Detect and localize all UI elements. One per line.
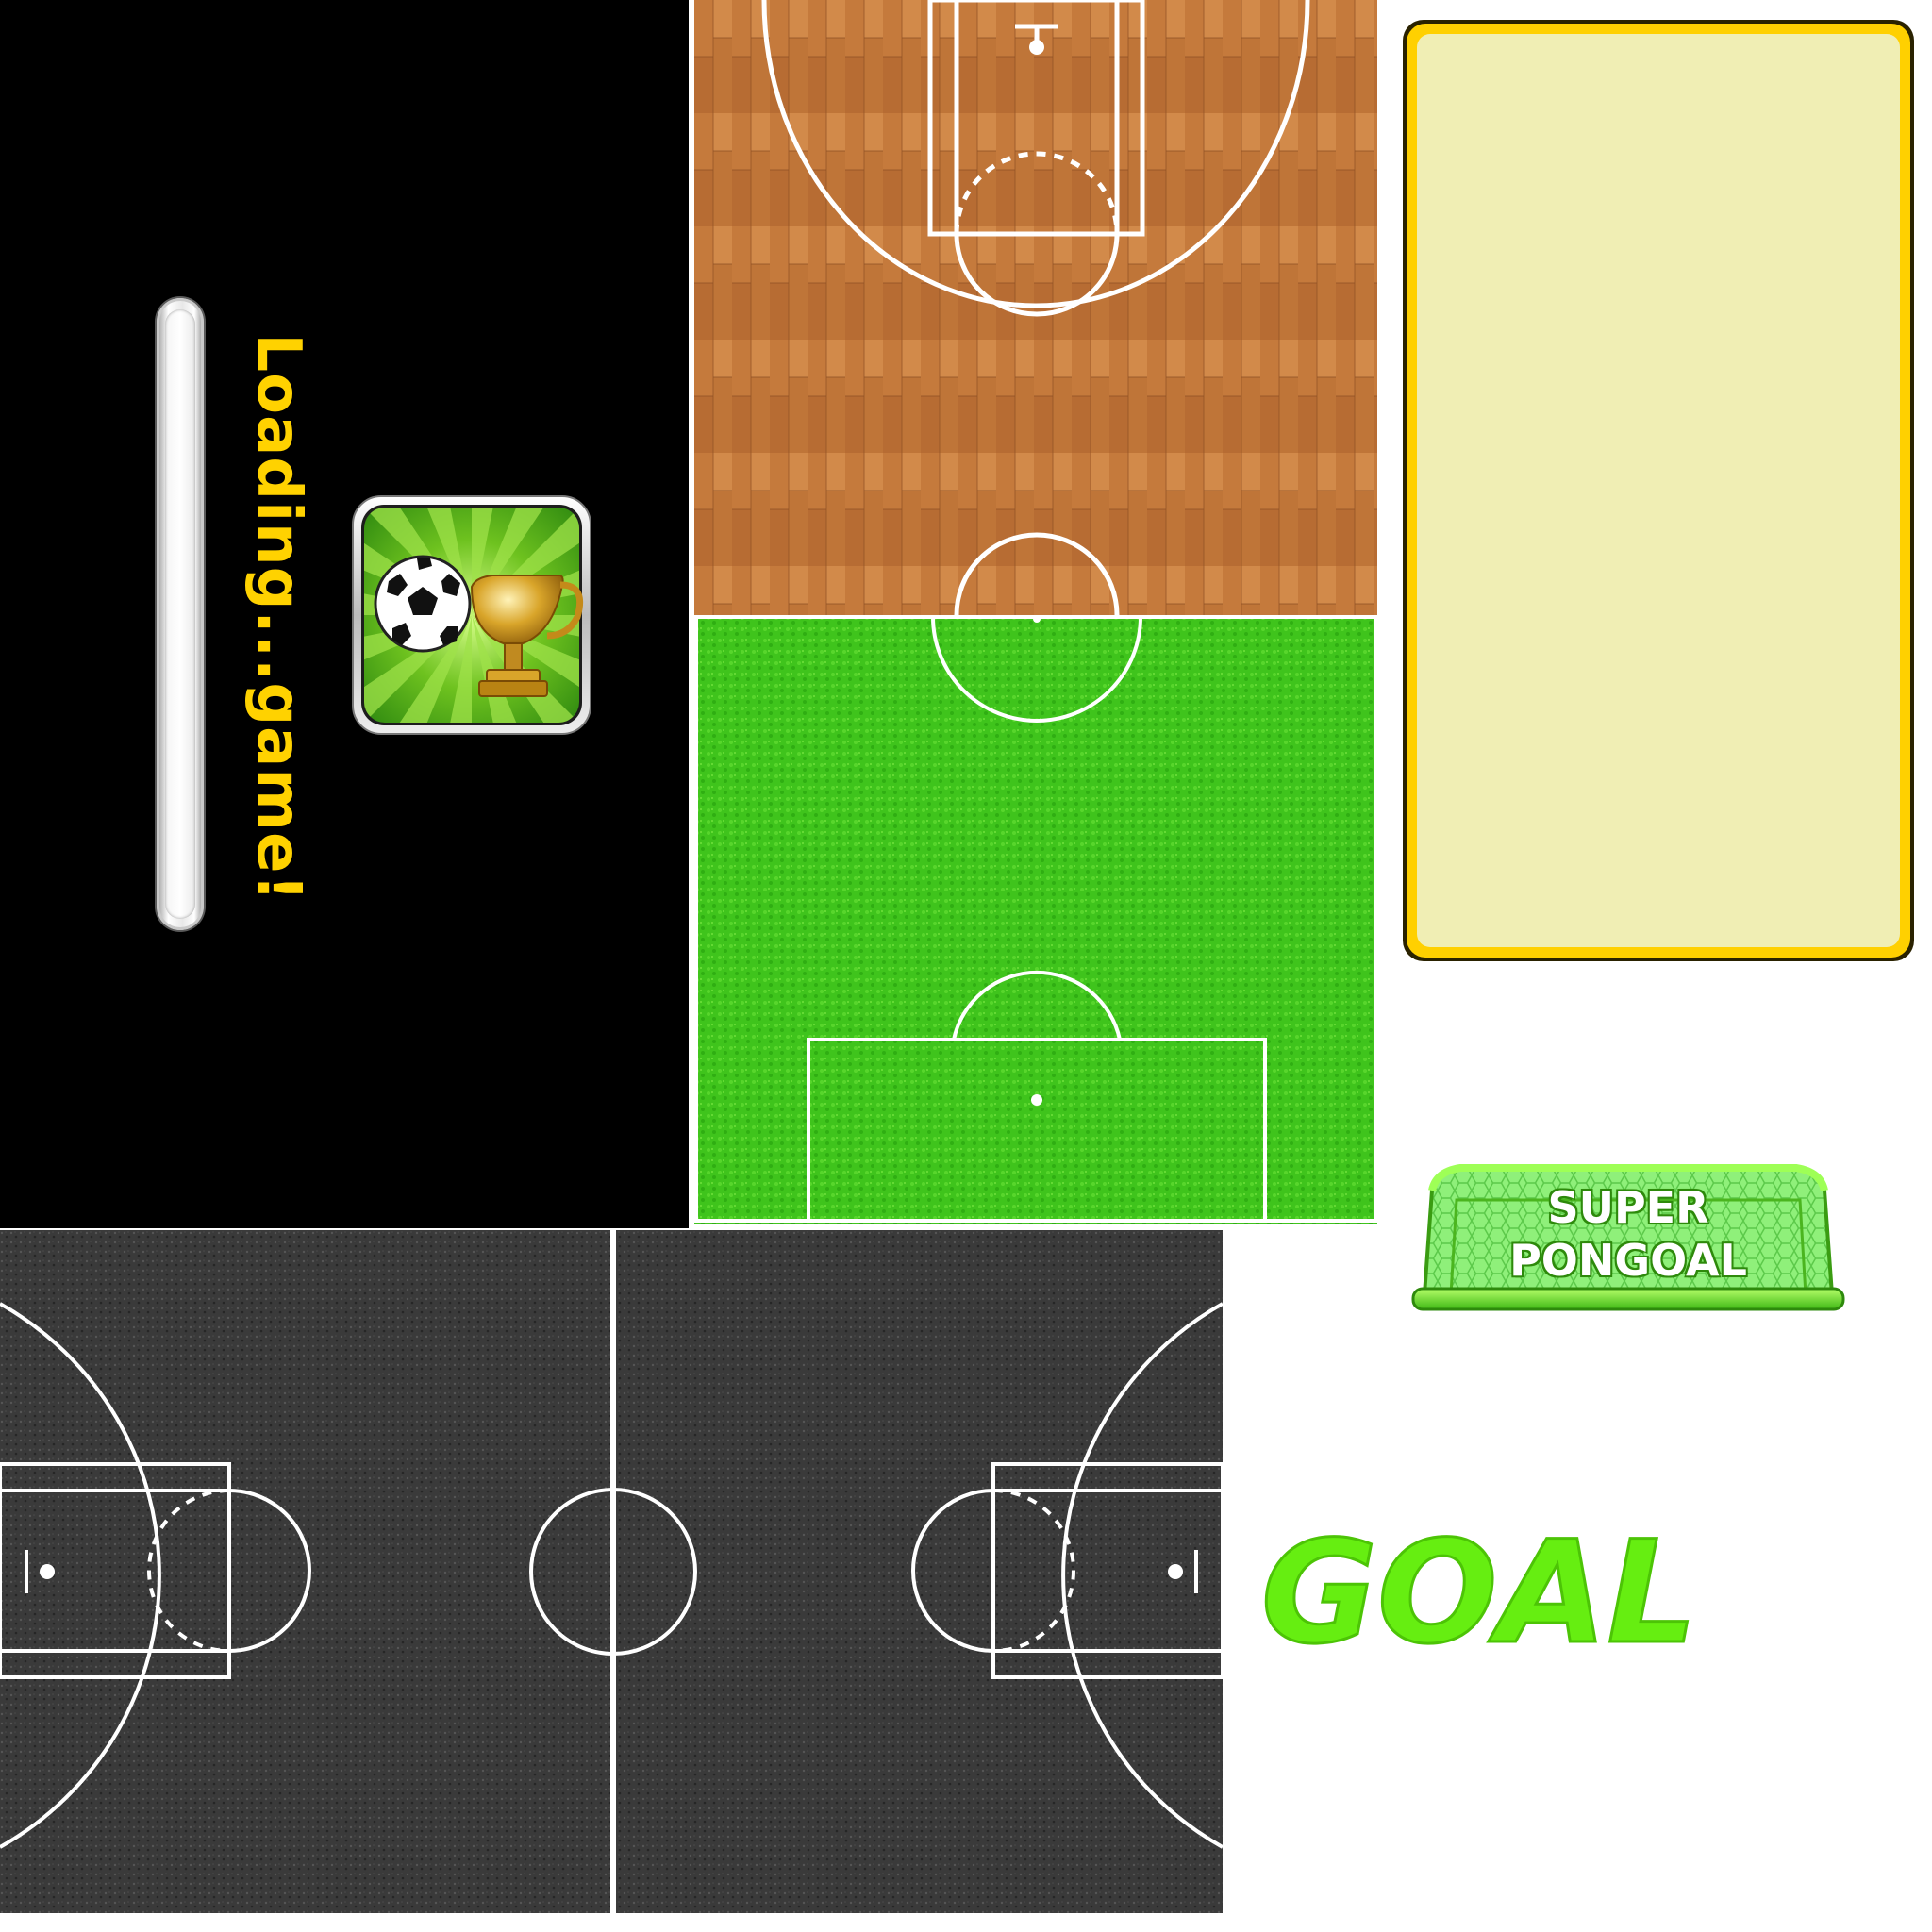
- loading-label: Loading...game!: [212, 333, 344, 902]
- app-icon[interactable]: [351, 494, 592, 736]
- goal-net-icon: [1411, 1164, 1845, 1311]
- icon-ray: [431, 615, 472, 723]
- logo-text: SUPER PONGOAL: [1404, 1181, 1853, 1287]
- icon-ray: [364, 615, 472, 723]
- logo-line-pongoal: PONGOAL: [1509, 1235, 1747, 1286]
- wood-court-texture: [694, 0, 1377, 615]
- icon-ray: [391, 508, 472, 615]
- goal-word-art: GOAL: [1262, 1510, 1696, 1671]
- content-card-panel: [1403, 20, 1914, 961]
- icon-ray: [472, 508, 512, 615]
- asphalt-court-texture: [0, 1230, 1223, 1913]
- game-logo: SUPER PONGOAL: [1404, 1153, 1853, 1323]
- icon-ray: [472, 615, 552, 723]
- loading-progress-bar: [157, 298, 204, 930]
- icon-ray: [472, 508, 579, 615]
- logo-line-super: SUPER: [1547, 1182, 1709, 1233]
- trophy-icon: [470, 575, 584, 697]
- loading-progress-track: [165, 309, 195, 919]
- grass-pitch-texture: [694, 615, 1377, 1224]
- soccer-ball-icon: [374, 555, 472, 653]
- loading-text: Loading...game!: [243, 333, 313, 903]
- goal-text: GOAL: [1262, 1511, 1696, 1670]
